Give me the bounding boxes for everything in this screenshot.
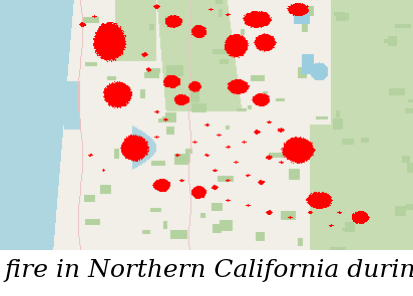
Text: fire in Northern California during Su: fire in Northern California during Su <box>4 259 413 282</box>
